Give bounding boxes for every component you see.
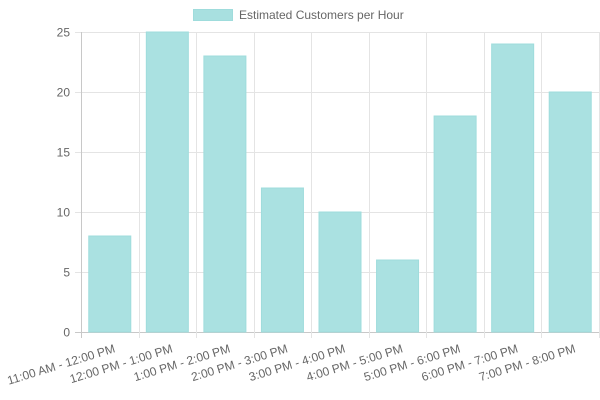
- bar[interactable]: [88, 235, 132, 333]
- bar[interactable]: [145, 31, 189, 333]
- bar[interactable]: [318, 211, 362, 333]
- y-tick-label: 25: [57, 26, 71, 40]
- y-axis: 0 5 10 15 20 25: [57, 26, 71, 340]
- bar[interactable]: [491, 43, 535, 333]
- legend-label: Estimated Customers per Hour: [239, 8, 404, 22]
- y-tick-label: 5: [63, 266, 70, 280]
- bar[interactable]: [260, 187, 304, 333]
- legend-swatch: [193, 9, 233, 21]
- bar[interactable]: [433, 115, 477, 333]
- y-tick-label: 10: [57, 206, 71, 220]
- y-tick-label: 0: [63, 326, 70, 340]
- bars: [88, 31, 592, 333]
- bar[interactable]: [548, 91, 592, 333]
- y-tick-label: 15: [57, 146, 71, 160]
- bar[interactable]: [203, 55, 247, 333]
- chart-legend[interactable]: Estimated Customers per Hour: [193, 8, 404, 22]
- y-tick-label: 20: [57, 86, 71, 100]
- bar[interactable]: [376, 259, 420, 333]
